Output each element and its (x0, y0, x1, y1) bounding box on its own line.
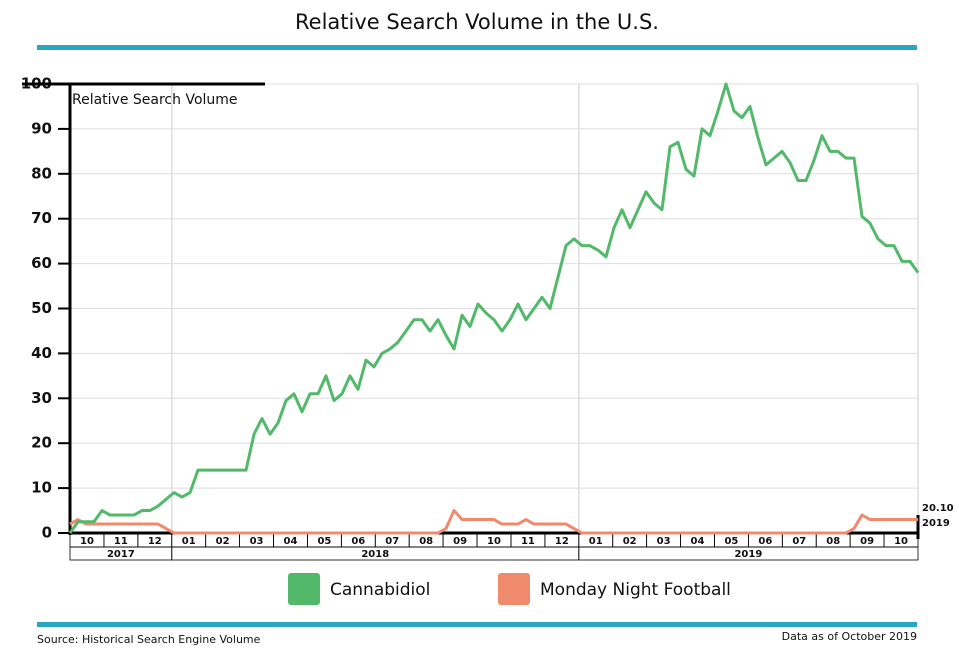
x-tick-label: 09 (453, 536, 467, 547)
legend-swatch (288, 573, 320, 605)
x-tick-label: 10 (80, 536, 94, 547)
source: Source: Historical Search Engine Volume (37, 633, 261, 646)
x-tick-label: 03 (657, 536, 671, 547)
end-annotation: 2019 (922, 518, 950, 529)
x-tick-label: 03 (250, 536, 264, 547)
x-tick-label: 04 (284, 536, 298, 547)
y-tick-label: 90 (31, 119, 52, 137)
year-cell (578, 546, 919, 561)
x-tick-label: 11 (114, 536, 128, 547)
x-tick-label: 08 (419, 536, 433, 547)
x-tick-label: 02 (623, 536, 637, 547)
year-label: 2017 (107, 549, 135, 560)
y-tick-label: 80 (31, 164, 52, 182)
series-line (68, 82, 920, 534)
bottom-rule (37, 622, 917, 627)
year-label: 2018 (361, 549, 389, 560)
legend-label: Cannabidiol (330, 580, 430, 600)
x-tick-label: 01 (182, 536, 196, 547)
x-tick-label: 09 (860, 536, 874, 547)
y-tick-label: 30 (31, 389, 52, 407)
x-tick-label: 05 (317, 536, 331, 547)
note: Data as of October 2019 (782, 630, 917, 643)
x-tick-label: 12 (148, 536, 162, 547)
chart-title: Relative Search Volume in the U.S. (295, 10, 659, 34)
x-tick-label: 10 (894, 536, 908, 547)
x-tick-label: 02 (216, 536, 230, 547)
year-label: 2019 (734, 549, 762, 560)
y-tick-label: 50 (31, 299, 52, 317)
x-tick-label: 04 (691, 536, 705, 547)
end-annotation: 20.10 (922, 503, 954, 514)
x-tick-label: 06 (351, 536, 365, 547)
x-tick-label: 01 (589, 536, 603, 547)
y-tick-label: 0 (42, 524, 52, 542)
x-tick-label: 07 (792, 536, 806, 547)
y-axis-title: Relative Search Volume (72, 92, 238, 108)
x-tick-label: 05 (724, 536, 738, 547)
y-tick-label: 70 (31, 209, 52, 227)
x-tick-label: 07 (385, 536, 399, 547)
legend-swatch (498, 573, 530, 605)
series-line (69, 509, 918, 535)
legend-label: Monday Night Football (540, 580, 731, 600)
x-tick-label: 11 (521, 536, 535, 547)
y-tick-label: 40 (31, 344, 52, 362)
y-tick-label: 60 (31, 254, 52, 272)
x-tick-label: 12 (555, 536, 569, 547)
x-tick-label: 06 (758, 536, 772, 547)
top-rule (37, 45, 917, 50)
y-tick-label: 20 (31, 434, 52, 452)
y-tick-label: 10 (31, 479, 52, 497)
x-tick-label: 08 (826, 536, 840, 547)
x-tick-label: 10 (487, 536, 501, 547)
